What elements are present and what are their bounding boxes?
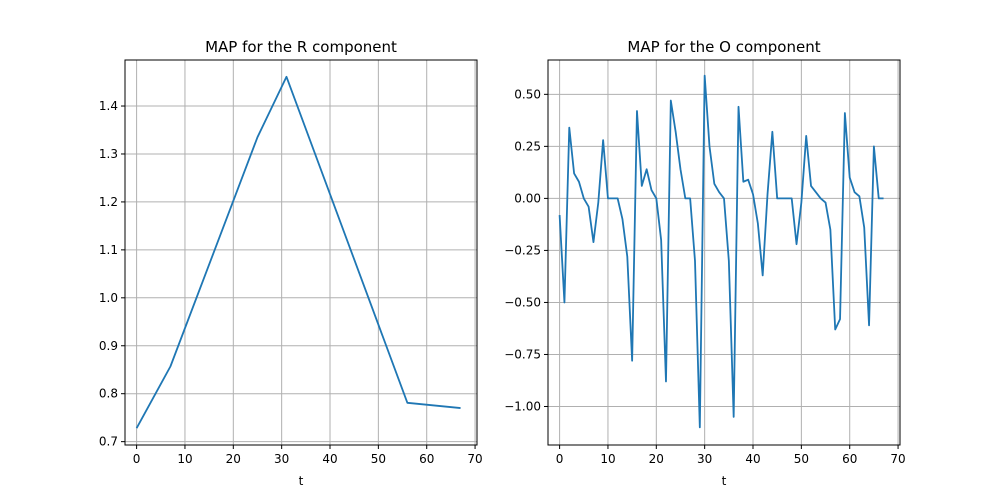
chart-r-ytick-label: 0.7 [99, 435, 118, 449]
chart-r-component: MAP for the R component 0 10 20 30 40 50 60 70 0… [99, 38, 483, 488]
chart-r-plot-frame [124, 59, 478, 446]
chart-r-xtick-label: 30 [274, 452, 289, 466]
chart-o-ytick-label: −1.00 [504, 400, 541, 414]
chart-r-ytick-label: 1.1 [99, 243, 118, 257]
chart-r-xtick-label: 40 [322, 452, 337, 466]
chart-o-xtick-label: 60 [842, 452, 857, 466]
chart-o-xlabel: t [722, 474, 727, 488]
chart-o-series-line [558, 74, 884, 429]
chart-r-ytick-label: 1.4 [99, 99, 118, 113]
chart-o-xtick-label: 70 [890, 452, 905, 466]
chart-o-ytick-label: 0.00 [514, 191, 541, 205]
chart-r-ytick-label: 0.8 [99, 387, 118, 401]
chart-r-series-line [135, 75, 461, 429]
chart-o-ytick-label: 0.25 [514, 139, 541, 153]
chart-r-ytick-label: 0.9 [99, 339, 118, 353]
chart-r-xtick-label: 70 [467, 452, 482, 466]
chart-o-xtick-label: 0 [556, 452, 564, 466]
chart-r-xtick-label: 0 [133, 452, 141, 466]
chart-o-plot-frame [547, 59, 901, 446]
chart-o-ytick-label: −0.50 [504, 295, 541, 309]
chart-r-xtick-label: 50 [371, 452, 386, 466]
chart-r-xtick-label: 60 [419, 452, 434, 466]
chart-r-xlabel: t [299, 474, 304, 488]
chart-o-xtick-label: 10 [600, 452, 615, 466]
chart-r-ytick-label: 1.3 [99, 147, 118, 161]
chart-r-xtick-label: 10 [177, 452, 192, 466]
chart-o-xtick-label: 50 [794, 452, 809, 466]
chart-o-title: MAP for the O component [627, 38, 820, 56]
chart-o-ytick-label: 0.50 [514, 87, 541, 101]
chart-r-xtick-label: 20 [226, 452, 241, 466]
chart-o-ytick-label: −0.75 [504, 347, 541, 361]
chart-o-xtick-label: 40 [745, 452, 760, 466]
chart-o-xtick-label: 30 [697, 452, 712, 466]
chart-o-xtick-label: 20 [649, 452, 664, 466]
chart-o-component: MAP for the O component 0 10 20 30 40 50 60 70 0… [504, 38, 905, 488]
chart-o-ytick-label: −0.25 [504, 243, 541, 257]
chart-r-ytick-label: 1.0 [99, 291, 118, 305]
chart-r-title: MAP for the R component [205, 38, 397, 56]
chart-r-ytick-label: 1.2 [99, 195, 118, 209]
